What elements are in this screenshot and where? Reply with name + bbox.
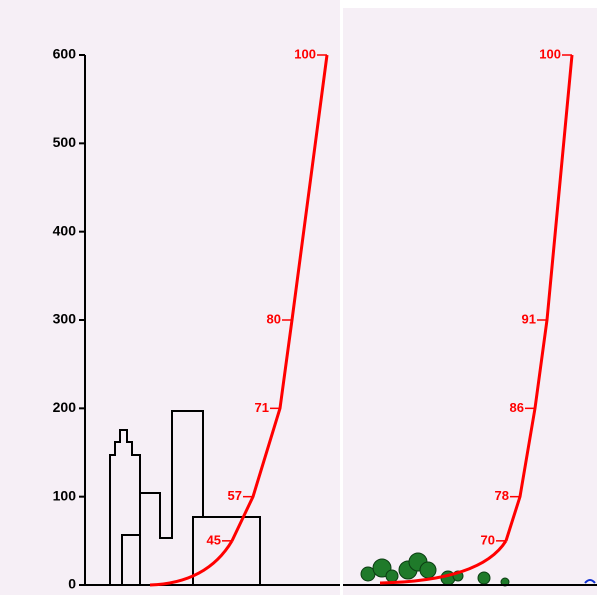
point-label: 80 (267, 311, 281, 326)
point-label: 78 (495, 488, 509, 503)
point-label: 100 (539, 46, 561, 61)
y-tick-label: 200 (53, 399, 77, 415)
point-label: 71 (255, 400, 269, 415)
point-label: 100 (294, 46, 316, 61)
y-tick-label: 100 (53, 487, 77, 503)
point-label: 70 (481, 532, 495, 547)
page: 0 100 200 300 400 500 600 45 57 71 80 100 70 78 86 91 10… (0, 0, 597, 595)
y-tick-label: 0 (68, 576, 76, 592)
point-label: 91 (522, 311, 536, 326)
point-label: 57 (228, 488, 242, 503)
y-tick-label: 600 (53, 46, 77, 62)
right-panel (343, 8, 597, 595)
chart: 0 100 200 300 400 500 600 45 57 71 80 100 70 78 86 91 10… (0, 0, 597, 595)
point-label: 86 (510, 400, 524, 415)
y-tick-label: 300 (53, 311, 77, 327)
y-tick-label: 500 (53, 134, 77, 150)
y-tick-label: 400 (53, 222, 77, 238)
left-panel (0, 0, 340, 595)
point-label: 45 (207, 532, 221, 547)
